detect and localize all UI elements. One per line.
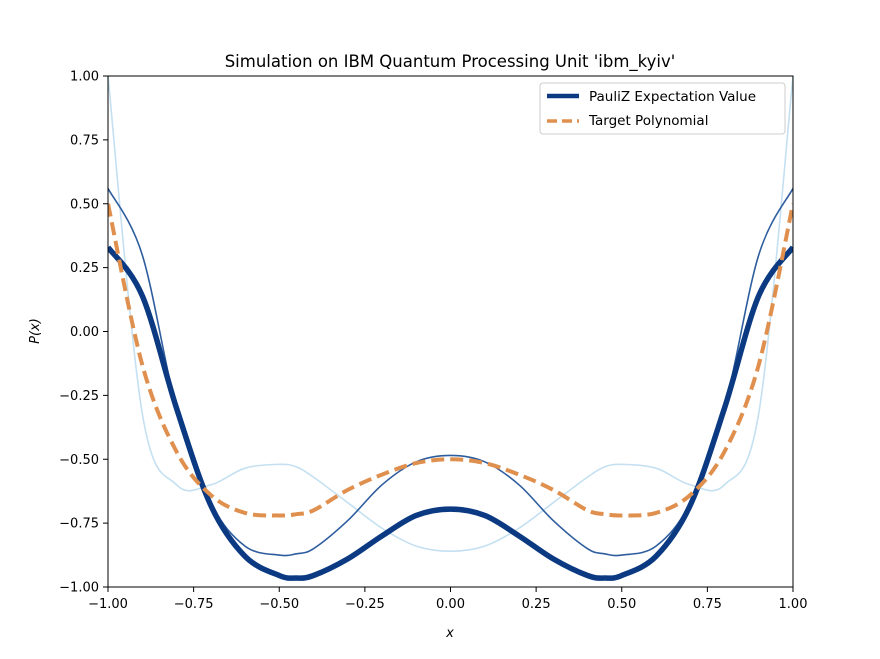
x-tick-label: −1.00 bbox=[88, 597, 128, 612]
legend: PauliZ Expectation Value Target Polynomi… bbox=[539, 82, 786, 135]
x-axis-ticks: −1.00 −0.75 −0.50 −0.25 0.00 0.25 0.50 0.75 1.00 bbox=[88, 587, 807, 612]
plot-lines bbox=[108, 76, 793, 581]
y-tick-label: 0.50 bbox=[70, 197, 99, 212]
series-line-target bbox=[108, 203, 793, 518]
y-axis-ticks: −1.00 −0.75 −0.50 −0.25 0.00 0.25 0.50 0.75 1.00 bbox=[59, 70, 108, 596]
y-axis-label: P(x) bbox=[28, 318, 43, 344]
x-tick-label: −0.25 bbox=[345, 597, 385, 612]
y-tick-label: 1.00 bbox=[70, 70, 99, 85]
y-tick-label: 0.75 bbox=[70, 133, 99, 148]
x-tick-label: −0.50 bbox=[259, 597, 299, 612]
x-tick-label: −0.75 bbox=[174, 597, 214, 612]
series-line-light-thin bbox=[108, 76, 793, 553]
x-tick-label: 0.50 bbox=[607, 597, 636, 612]
series-line-pauliz bbox=[108, 245, 793, 581]
x-tick-label: 1.00 bbox=[779, 597, 808, 612]
y-tick-label: −0.25 bbox=[59, 389, 99, 404]
y-tick-label: 0.25 bbox=[70, 261, 99, 276]
legend-label-pauliz: PauliZ Expectation Value bbox=[589, 89, 756, 105]
x-tick-label: 0.25 bbox=[522, 597, 551, 612]
legend-label-target: Target Polynomial bbox=[588, 113, 708, 129]
x-tick-label: 0.00 bbox=[436, 597, 465, 612]
y-tick-label: 0.00 bbox=[70, 325, 99, 340]
y-tick-label: −0.75 bbox=[59, 517, 99, 532]
chart-title: Simulation on IBM Quantum Processing Uni… bbox=[225, 52, 676, 72]
y-tick-label: −0.50 bbox=[59, 453, 99, 468]
y-tick-label: −1.00 bbox=[59, 581, 99, 596]
x-tick-label: 0.75 bbox=[693, 597, 722, 612]
x-axis-label: x bbox=[445, 626, 454, 641]
legend-box bbox=[539, 82, 786, 135]
